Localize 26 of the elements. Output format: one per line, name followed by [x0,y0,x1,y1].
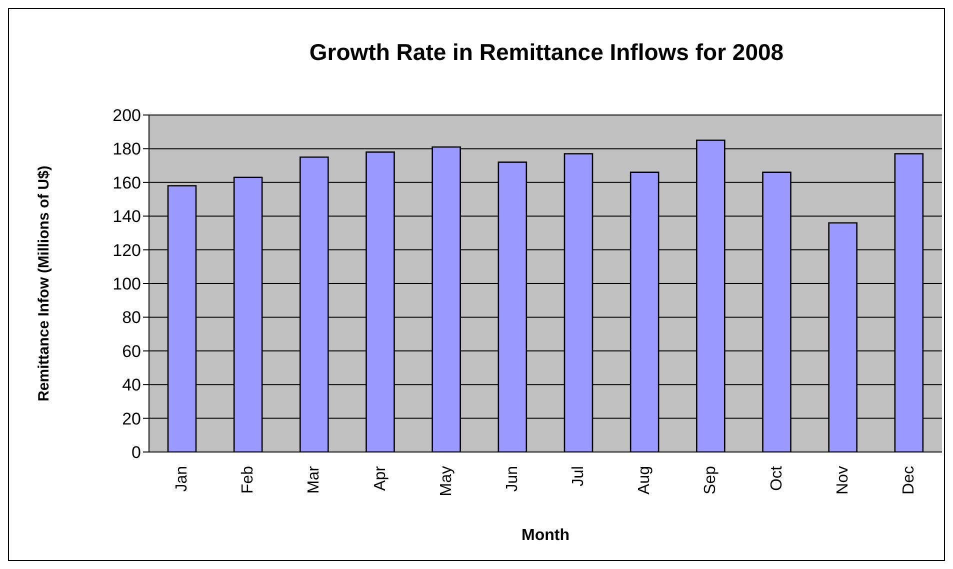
x-tick-label: Jan [174,466,191,492]
chart-title: Growth Rate in Remittance Inflows for 2008 [308,39,785,66]
y-tick-label: 200 [112,106,141,126]
y-tick-label: 0 [132,443,141,462]
y-tick-label: 140 [112,207,141,226]
x-tick-label: Dec [900,466,918,494]
x-tick-label: Aug [636,466,654,494]
y-tick-label: 40 [122,376,141,395]
x-tick-label: Jul [570,466,588,486]
x-axis-title: Month [522,527,570,544]
x-tick-label: Nov [834,466,852,494]
y-tick-label: 160 [112,173,141,192]
x-tick-label: Sep [702,466,720,494]
y-tick-label: 120 [112,240,141,260]
x-tick-label: Oct [768,465,786,491]
y-tick-label: 20 [122,409,141,428]
x-tick-label: Apr [372,465,389,491]
y-tick-label: 60 [122,342,141,361]
y-tick-label: 80 [122,308,141,328]
x-tick-label: Feb [240,466,257,494]
x-tick-label: Jun [504,466,521,492]
y-axis-title: Remittance Infow (Millions of U$) [35,166,52,402]
y-tick-label: 180 [112,140,141,159]
y-tick-label: 100 [112,274,141,294]
x-tick-label: May [438,466,455,496]
x-tick-label: Mar [306,465,323,494]
